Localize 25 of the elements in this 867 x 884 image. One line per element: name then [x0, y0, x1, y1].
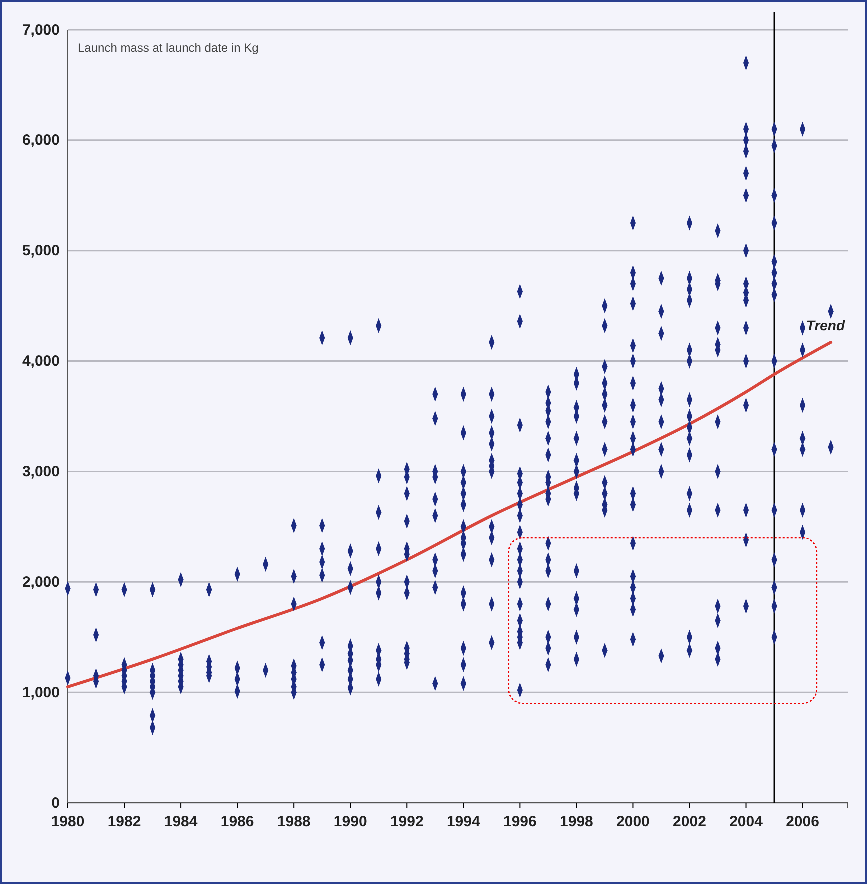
- x-tick-label: 1986: [220, 814, 254, 831]
- x-tick-label: 1998: [560, 814, 594, 831]
- line-series: [66, 341, 833, 689]
- x-tick-label: 1990: [334, 814, 368, 831]
- series-label: Trend: [806, 318, 846, 334]
- x-tick-label: 2000: [616, 814, 650, 831]
- y-tick-label: 0: [52, 794, 60, 812]
- x-tick-label: 1982: [108, 814, 142, 831]
- y-tick-label: 6,000: [22, 132, 60, 150]
- x-tick-label: 2004: [730, 814, 764, 831]
- annotation: Launch mass at launch date in Kg: [78, 41, 259, 55]
- x-tick-label: 1994: [446, 814, 481, 831]
- x-tick-label: 1988: [277, 814, 311, 831]
- x-tick-label: 1992: [390, 814, 424, 831]
- x-tick-label: 2002: [673, 814, 706, 831]
- y-tick-label: 1,000: [22, 684, 60, 702]
- x-tick-label: 1984: [164, 814, 198, 831]
- y-tick-label: 2,000: [22, 574, 60, 591]
- y-tick-label: 3,000: [22, 464, 60, 481]
- y-tick-label: 7,000: [22, 22, 60, 39]
- x-tick-label: 2006: [786, 814, 820, 831]
- x-tick-label: 1996: [503, 814, 537, 831]
- y-tick-label: 5,000: [22, 242, 60, 260]
- x-tick-label: 1980: [51, 814, 85, 831]
- y-tick-label: 4,000: [22, 353, 60, 370]
